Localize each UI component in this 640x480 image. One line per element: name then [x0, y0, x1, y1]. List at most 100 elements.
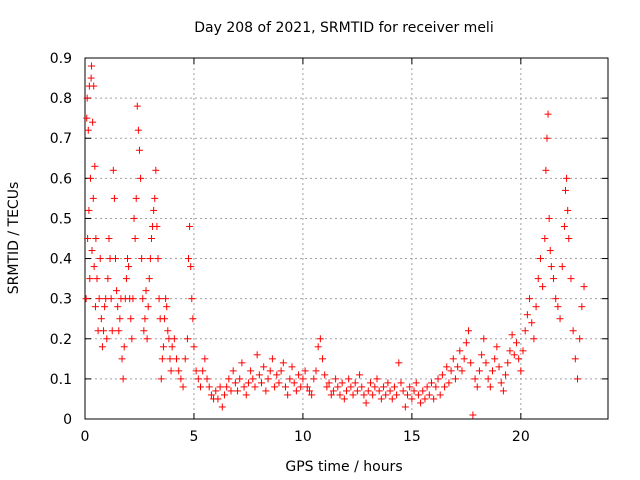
- data-point: [118, 355, 126, 363]
- data-point: [249, 375, 257, 383]
- data-point: [92, 235, 100, 242]
- data-point: [471, 375, 479, 383]
- data-point: [578, 303, 586, 311]
- data-point: [536, 255, 544, 263]
- data-point: [150, 206, 158, 214]
- data-point: [86, 174, 94, 182]
- data-point: [101, 303, 109, 311]
- data-point: [532, 303, 540, 311]
- data-point: [565, 235, 573, 242]
- y-tick-label: 0.8: [50, 91, 72, 107]
- data-point: [175, 367, 183, 375]
- data-point: [382, 391, 390, 399]
- data-point: [93, 275, 101, 283]
- data-point: [530, 335, 538, 343]
- data-point: [556, 315, 564, 323]
- data-point: [395, 359, 403, 367]
- data-point: [145, 275, 153, 283]
- data-point: [113, 287, 121, 295]
- data-point: [181, 355, 189, 363]
- data-point: [340, 395, 348, 403]
- data-point: [510, 351, 518, 359]
- data-point: [170, 335, 178, 343]
- data-point: [414, 391, 422, 399]
- data-point: [412, 379, 420, 387]
- data-point: [484, 375, 492, 383]
- data-point: [201, 355, 209, 363]
- data-point: [314, 343, 322, 351]
- data-point: [580, 283, 588, 291]
- data-point: [421, 395, 429, 403]
- data-point: [567, 275, 575, 283]
- data-point: [167, 367, 175, 375]
- data-point: [299, 375, 307, 383]
- data-point: [380, 383, 388, 391]
- data-point: [155, 295, 163, 303]
- data-point: [97, 315, 105, 323]
- data-point: [425, 391, 433, 399]
- data-point: [128, 335, 136, 343]
- data-point: [377, 395, 385, 403]
- data-point: [240, 383, 248, 391]
- data-point: [554, 303, 562, 311]
- plot-frame: [84, 57, 609, 420]
- data-point: [499, 387, 507, 395]
- data-point: [284, 391, 292, 399]
- data-point: [301, 367, 309, 375]
- data-point: [231, 379, 239, 387]
- data-point: [135, 146, 143, 154]
- data-point: [85, 206, 93, 214]
- data-point: [212, 387, 220, 395]
- data-point: [258, 379, 266, 387]
- x-tick-label: 0: [81, 429, 90, 445]
- data-point: [321, 371, 329, 379]
- data-point: [157, 375, 165, 383]
- data-point: [332, 375, 340, 383]
- data-point: [90, 82, 98, 90]
- data-point: [475, 367, 483, 375]
- data-point: [375, 387, 383, 395]
- data-point: [223, 383, 231, 391]
- data-point: [190, 343, 198, 351]
- data-point: [521, 327, 529, 335]
- data-point: [334, 383, 342, 391]
- data-point: [369, 391, 377, 399]
- data-point: [371, 383, 379, 391]
- data-point: [401, 403, 409, 411]
- data-point: [319, 355, 327, 363]
- chart-title: Day 208 of 2021, SRMTID for receiver mel…: [194, 20, 493, 36]
- data-point: [127, 315, 135, 323]
- data-point: [154, 255, 162, 263]
- data-point: [519, 347, 527, 355]
- data-point: [98, 343, 106, 351]
- data-point: [360, 391, 368, 399]
- data-point: [141, 315, 149, 323]
- data-point: [91, 303, 99, 311]
- data-point: [349, 391, 357, 399]
- data-point: [234, 387, 242, 395]
- data-point: [203, 375, 211, 383]
- data-point: [358, 383, 366, 391]
- data-point: [491, 355, 499, 363]
- data-point: [114, 303, 122, 311]
- data-point: [158, 355, 166, 363]
- data-point: [103, 335, 111, 343]
- y-tick-label: 0.6: [50, 171, 72, 187]
- data-point: [427, 379, 435, 387]
- data-point: [271, 383, 279, 391]
- data-point: [445, 379, 453, 387]
- data-point: [88, 247, 96, 255]
- data-point: [84, 126, 92, 134]
- y-tick-label: 0.2: [50, 332, 72, 348]
- data-point: [275, 379, 283, 387]
- data-point: [384, 379, 392, 387]
- data-point: [142, 287, 150, 295]
- data-point: [227, 387, 235, 395]
- data-point: [454, 363, 462, 371]
- data-point: [523, 311, 531, 319]
- data-point: [236, 375, 244, 383]
- y-tick-label: 0.5: [50, 211, 72, 227]
- data-point: [480, 335, 488, 343]
- data-point: [408, 395, 416, 403]
